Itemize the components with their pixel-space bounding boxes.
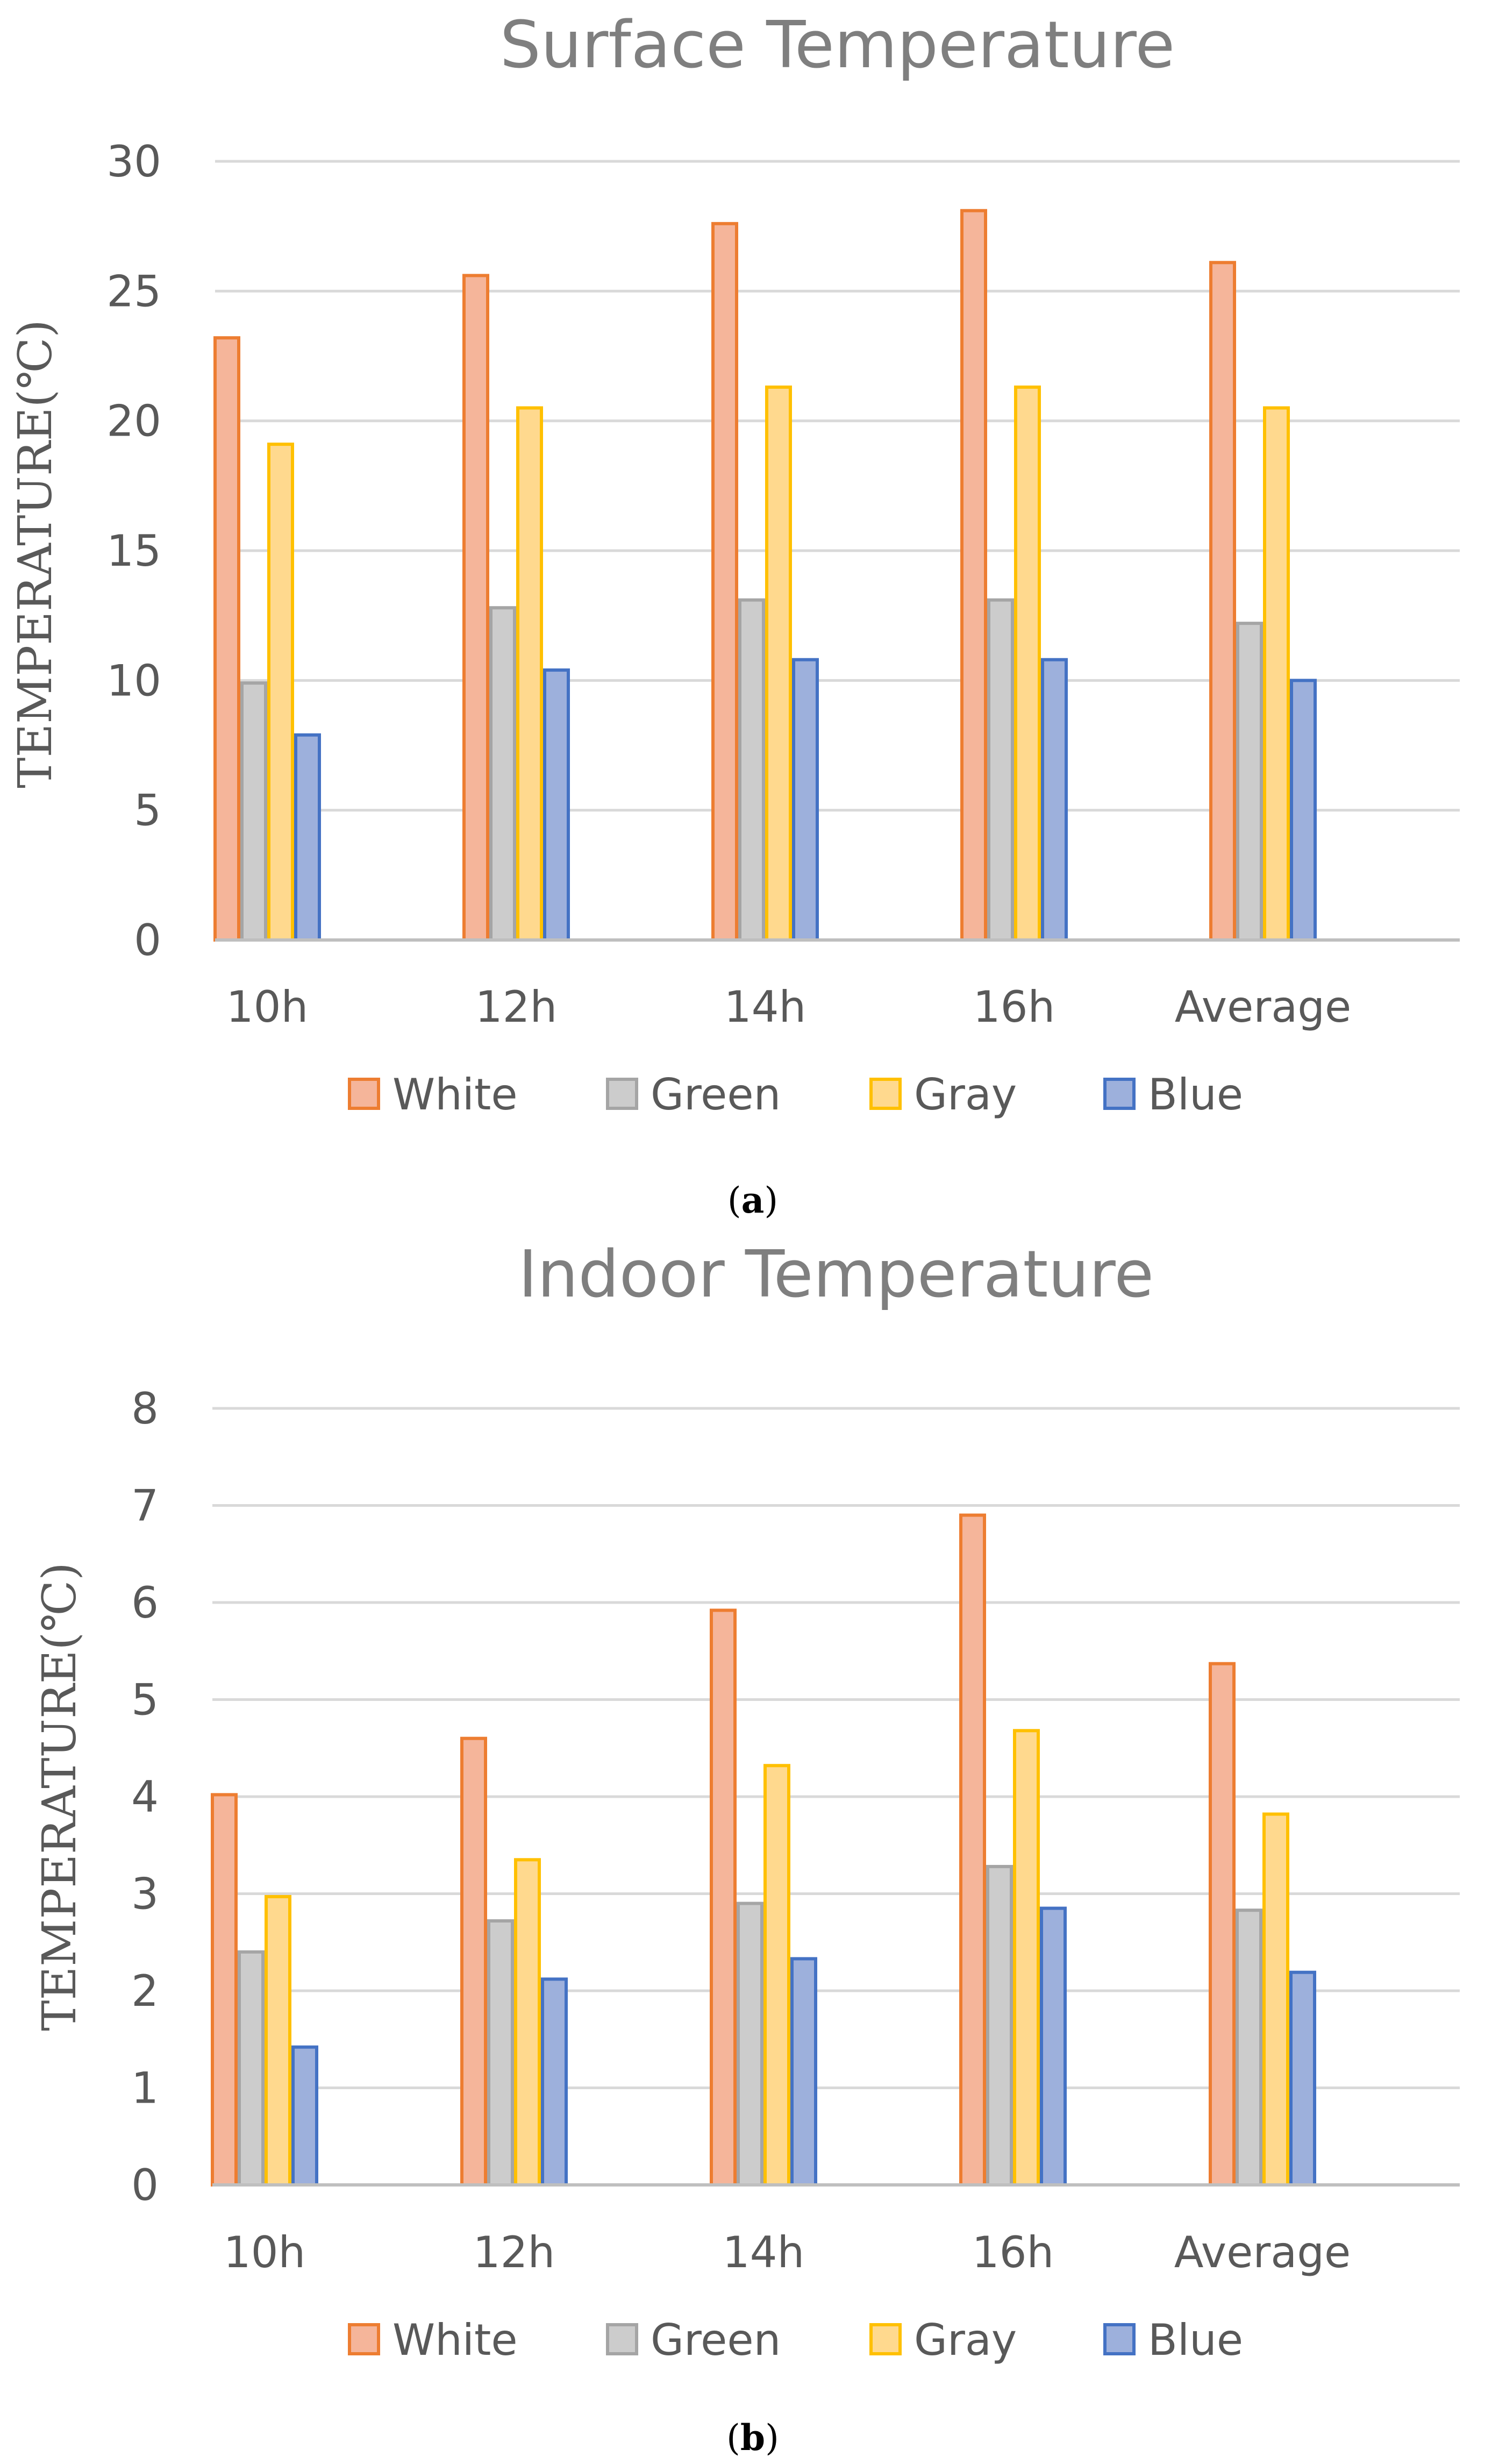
legend-swatch-blue (1103, 2323, 1136, 2355)
y-tick-label: 0 (134, 915, 161, 965)
bar-white-10h (211, 1793, 238, 2187)
indoor-chart-title: Indoor Temperature (518, 1237, 1154, 1312)
bar-white-average (1209, 1662, 1236, 2187)
legend-label-green: Green (651, 1070, 781, 1120)
indoor-caption: (b) (726, 2417, 779, 2459)
bar-blue-12h (543, 668, 570, 942)
bar-gray-14h (763, 1764, 790, 2187)
x-tick-label: 12h (473, 2227, 555, 2277)
y-tick-label: 2 (131, 1966, 159, 2016)
bar-white-14h (711, 222, 738, 942)
bar-gray-12h (514, 1858, 541, 2187)
y-tick-label: 7 (131, 1481, 159, 1531)
x-tick-label: 16h (973, 982, 1055, 1032)
bar-gray-14h (765, 385, 792, 942)
y-tick-label: 15 (106, 526, 161, 576)
x-tick-label: Average (1175, 982, 1352, 1032)
bar-green-10h (240, 681, 267, 942)
surface-temperature-chart: Surface Temperature 0 5 10 15 20 25 30 TEMPERATU… (9, 8, 1460, 1221)
x-tick-label: 14h (724, 982, 806, 1032)
y-tick-label: 10 (106, 656, 161, 706)
bar-green-14h (738, 598, 765, 942)
bar-blue-12h (541, 1977, 568, 2187)
bar-white-12h (462, 274, 489, 942)
bar-blue-16h (1040, 1906, 1067, 2187)
bar-blue-10h (291, 2045, 318, 2187)
x-tick-label: 10h (226, 982, 309, 1032)
bar-white-12h (460, 1736, 487, 2187)
bar-white-16h (960, 209, 987, 942)
bar-white-14h (710, 1608, 737, 2187)
x-tick-label: 12h (475, 982, 558, 1032)
bar-green-12h (487, 1919, 514, 2187)
legend-label-gray: Gray (914, 2315, 1017, 2365)
legend-label-white: White (392, 1070, 518, 1120)
y-tick-label: 30 (106, 137, 161, 187)
legend-label-gray: Gray (914, 1070, 1017, 1120)
indoor-legend: White Green Gray Blue (348, 2315, 1243, 2365)
y-tick-label: 20 (106, 396, 161, 446)
x-tick-label: 10h (224, 2227, 306, 2277)
indoor-y-axis-label: TEMPERATURE(℃) (33, 1562, 87, 2031)
surface-caption: (a) (727, 1179, 778, 1221)
surface-chart-title: Surface Temperature (500, 8, 1175, 83)
legend-swatch-green (606, 1078, 638, 1110)
bar-blue-average (1290, 679, 1317, 942)
bar-green-10h (238, 1950, 265, 2187)
legend-label-white: White (392, 2315, 518, 2365)
bar-green-14h (737, 1902, 763, 2187)
bar-green-16h (986, 1864, 1013, 2187)
legend-label-blue: Blue (1148, 1070, 1243, 1120)
y-tick-label: 5 (131, 1675, 159, 1725)
surface-legend: White Green Gray Blue (348, 1070, 1243, 1120)
bar-gray-16h (1013, 1729, 1040, 2187)
bar-green-16h (987, 598, 1014, 942)
bar-gray-average (1262, 1812, 1289, 2187)
bar-blue-16h (1041, 658, 1068, 942)
x-tick-label: 16h (972, 2227, 1054, 2277)
x-tick-label: Average (1174, 2227, 1351, 2277)
legend-swatch-blue (1103, 1078, 1136, 1110)
bar-green-12h (489, 606, 516, 942)
legend-swatch-gray (869, 2323, 902, 2355)
y-tick-label: 5 (134, 786, 161, 836)
bar-gray-10h (267, 443, 294, 942)
bar-blue-average (1289, 1970, 1316, 2187)
bar-blue-14h (790, 1957, 817, 2187)
y-tick-label: 6 (131, 1578, 159, 1628)
y-tick-label: 1 (131, 2063, 159, 2113)
y-tick-label: 25 (106, 266, 161, 316)
bar-gray-average (1263, 406, 1290, 942)
legend-label-green: Green (651, 2315, 781, 2365)
legend-swatch-gray (869, 1078, 902, 1110)
bar-blue-14h (792, 658, 819, 942)
bar-blue-10h (294, 733, 321, 942)
legend-swatch-green (606, 2323, 638, 2355)
indoor-temperature-chart: Indoor Temperature 0 1 2 3 4 5 6 7 8 TEMPERATURE(℃… (33, 1237, 1460, 2459)
bar-white-average (1209, 261, 1236, 942)
y-tick-label: 4 (131, 1772, 159, 1822)
bar-gray-16h (1014, 385, 1041, 942)
surface-y-axis-label: TEMPERATURE(℃) (9, 319, 62, 788)
y-tick-label: 8 (131, 1384, 159, 1434)
bar-white-16h (959, 1513, 986, 2187)
legend-swatch-white (348, 1078, 380, 1110)
x-tick-label: 14h (723, 2227, 805, 2277)
y-tick-label: 0 (131, 2160, 159, 2210)
legend-label-blue: Blue (1148, 2315, 1243, 2365)
bar-green-average (1236, 1908, 1262, 2187)
bar-gray-12h (516, 406, 543, 942)
bar-green-average (1236, 622, 1263, 942)
bar-white-10h (213, 336, 240, 942)
legend-swatch-white (348, 2323, 380, 2355)
y-tick-label: 3 (131, 1869, 159, 1919)
bar-gray-10h (265, 1895, 291, 2187)
